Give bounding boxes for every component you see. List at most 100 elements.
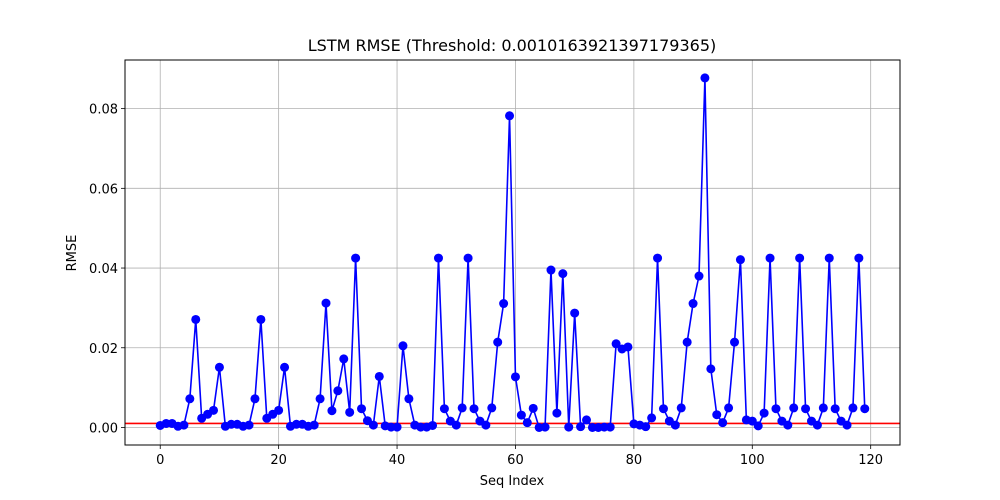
rmse-point: [333, 386, 343, 396]
rmse-point: [499, 299, 509, 309]
rmse-point: [339, 354, 349, 364]
rmse-point: [457, 403, 467, 413]
rmse-point: [724, 403, 734, 413]
rmse-point: [552, 408, 562, 418]
rmse-point: [321, 298, 331, 308]
rmse-point: [860, 404, 870, 414]
rmse-point: [842, 420, 852, 430]
rmse-point: [682, 337, 692, 347]
rmse-point: [505, 111, 515, 121]
rmse-point: [481, 420, 491, 430]
y-tick-label: 0.00: [89, 421, 118, 436]
rmse-point: [789, 403, 799, 413]
rmse-point: [854, 253, 864, 263]
plot-frame: [124, 59, 901, 446]
rmse-point: [214, 362, 224, 372]
rmse-point: [718, 418, 728, 428]
x-tick-label: 0: [156, 453, 164, 468]
rmse-point: [463, 253, 473, 263]
rmse-point: [516, 410, 526, 420]
rmse-point: [185, 394, 195, 404]
x-tick-label: 60: [507, 453, 524, 468]
rmse-point: [818, 403, 828, 413]
rmse-point: [487, 403, 497, 413]
y-tick-label: 0.06: [89, 182, 118, 197]
rmse-point: [605, 422, 615, 432]
rmse-point: [801, 404, 811, 414]
rmse-point: [392, 422, 402, 432]
rmse-point: [658, 404, 668, 414]
rmse-point: [528, 403, 538, 413]
rmse-point: [428, 420, 438, 430]
y-axis-label: RMSE: [65, 235, 80, 272]
x-tick-label: 80: [626, 453, 643, 468]
rmse-point: [368, 420, 378, 430]
rmse-point: [433, 253, 443, 263]
x-tick-label: 100: [740, 453, 765, 468]
rmse-point: [570, 308, 580, 318]
rmse-point: [309, 420, 319, 430]
x-tick-label: 120: [858, 453, 883, 468]
rmse-point: [244, 420, 254, 430]
rmse-point: [611, 339, 621, 349]
rmse-point: [558, 269, 568, 279]
y-axis-ticks: 0.00 0.02 0.04 0.06 0.08: [89, 103, 125, 436]
x-tick-label: 40: [389, 453, 406, 468]
rmse-point: [771, 404, 781, 414]
rmse-point: [795, 253, 805, 263]
rmse-point: [641, 422, 651, 432]
rmse-points: [155, 73, 870, 432]
rmse-point: [694, 271, 704, 281]
y-tick-label: 0.02: [89, 342, 118, 357]
rmse-point: [759, 408, 769, 418]
rmse-point: [564, 422, 574, 432]
rmse-point: [256, 314, 266, 324]
rmse-point: [345, 407, 355, 417]
rmse-point: [582, 415, 592, 425]
rmse-point: [522, 418, 532, 428]
rmse-point: [510, 372, 520, 382]
rmse-point: [398, 341, 408, 351]
rmse-point: [274, 405, 284, 415]
rmse-point: [357, 404, 367, 414]
rmse-point: [712, 410, 722, 420]
rmse-point: [735, 255, 745, 265]
rmse-point: [191, 314, 201, 324]
rmse-point: [493, 337, 503, 347]
x-axis-ticks: 0 20 40 60 80 100 120: [156, 445, 883, 468]
rmse-point: [469, 404, 479, 414]
rmse-point: [753, 421, 763, 431]
rmse-point: [451, 420, 461, 430]
rmse-point: [351, 253, 361, 263]
rmse-point: [209, 405, 219, 415]
rmse-point: [623, 342, 633, 352]
x-axis-label: Seq Index: [480, 474, 545, 489]
chart-title: LSTM RMSE (Threshold: 0.0010163921397179…: [308, 36, 717, 55]
rmse-point: [670, 420, 680, 430]
rmse-point: [700, 73, 710, 83]
rmse-point: [374, 371, 384, 381]
rmse-point: [404, 394, 414, 404]
rmse-point: [250, 394, 260, 404]
rmse-point: [783, 420, 793, 430]
rmse-point: [824, 253, 834, 263]
rmse-point: [812, 420, 822, 430]
rmse-point: [765, 253, 775, 263]
rmse-point: [546, 265, 556, 275]
rmse-point: [848, 403, 858, 413]
y-tick-label: 0.08: [89, 103, 118, 118]
rmse-point: [830, 404, 840, 414]
rmse-point: [676, 403, 686, 413]
rmse-point: [327, 406, 337, 416]
rmse-point: [647, 413, 657, 423]
rmse-point: [179, 420, 189, 430]
rmse-point: [688, 299, 698, 309]
rmse-point: [653, 253, 663, 263]
rmse-point: [730, 337, 740, 347]
rmse-point: [540, 422, 550, 432]
y-tick-label: 0.04: [89, 262, 118, 277]
rmse-point: [280, 362, 290, 372]
rmse-point: [439, 404, 449, 414]
rmse-point: [706, 364, 716, 374]
